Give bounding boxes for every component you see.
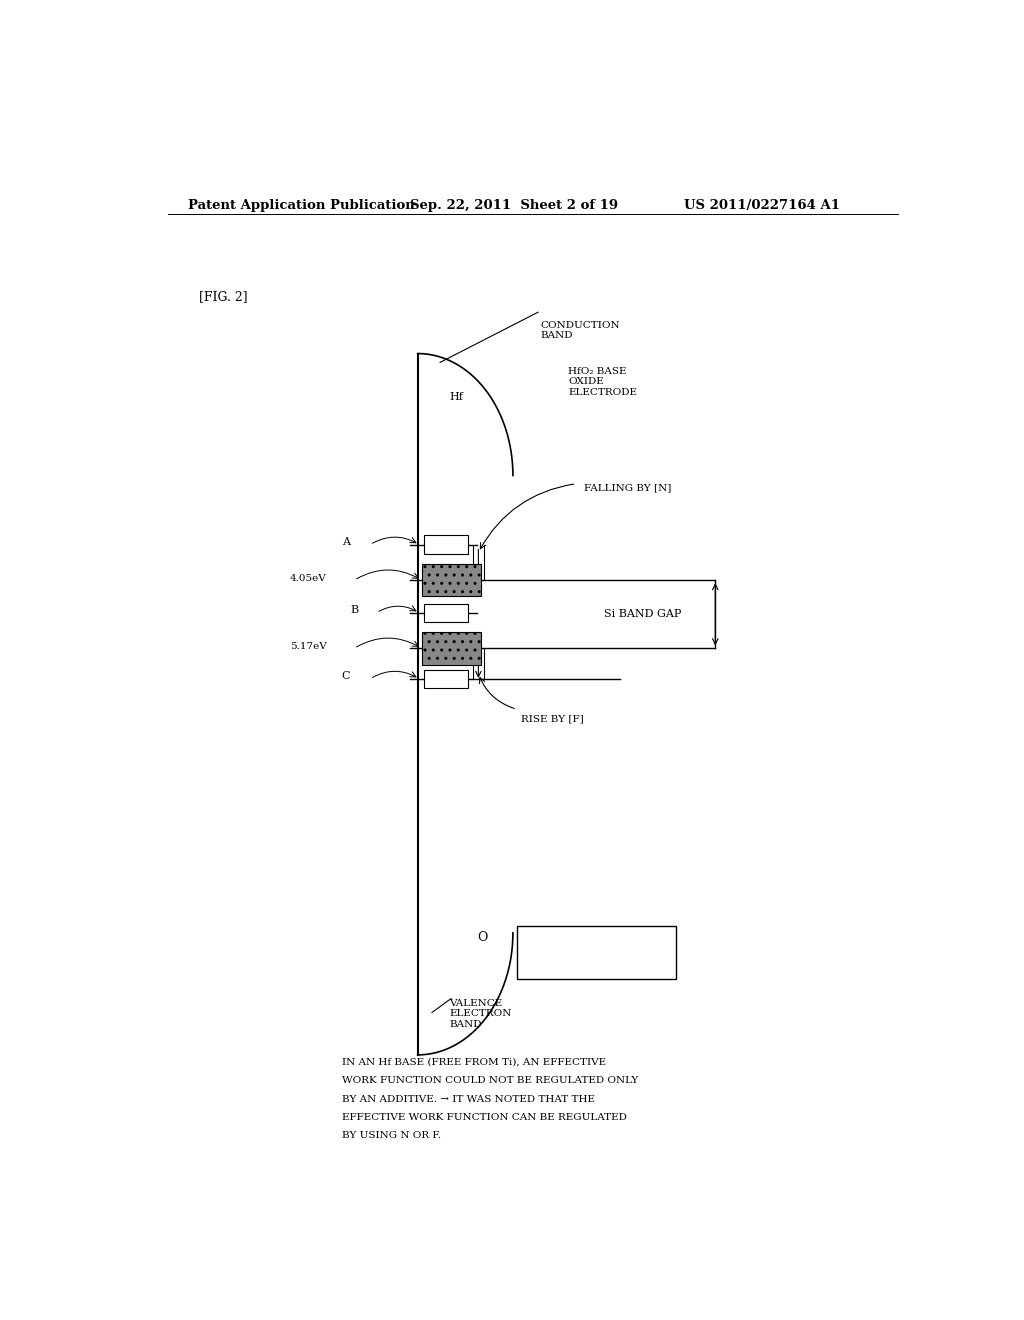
Bar — [424, 603, 468, 622]
Text: Si BAND GAP: Si BAND GAP — [604, 610, 682, 619]
Bar — [422, 564, 481, 597]
Text: WORK FUNCTION COULD NOT BE REGULATED ONLY: WORK FUNCTION COULD NOT BE REGULATED ONL… — [342, 1076, 639, 1085]
Bar — [424, 536, 468, 554]
Text: Patent Application Publication: Patent Application Publication — [187, 199, 415, 213]
Text: Hf: Hf — [450, 392, 463, 403]
Bar — [424, 669, 468, 688]
Text: EFFECTIVE WORK FUNCTION CAN BE REGULATED: EFFECTIVE WORK FUNCTION CAN BE REGULATED — [342, 1113, 627, 1122]
Text: FALLING BY [N]: FALLING BY [N] — [585, 483, 672, 492]
Text: C: C — [342, 671, 350, 681]
Text: A: A — [342, 537, 350, 546]
Bar — [517, 925, 676, 978]
Text: TO MOVE BAND TO
BAND EDGE OF Si: TO MOVE BAND TO BAND EDGE OF Si — [546, 942, 647, 962]
Text: [FIG. 2]: [FIG. 2] — [200, 290, 248, 304]
Text: BY USING N OR F.: BY USING N OR F. — [342, 1131, 441, 1140]
Text: 5.17eV: 5.17eV — [290, 642, 327, 651]
Text: RISE BY [F]: RISE BY [F] — [521, 714, 584, 723]
Text: BY AN ADDITIVE. → IT WAS NOTED THAT THE: BY AN ADDITIVE. → IT WAS NOTED THAT THE — [342, 1094, 595, 1104]
Bar — [422, 632, 481, 664]
Text: IN AN Hf BASE (FREE FROM Ti), AN EFFECTIVE: IN AN Hf BASE (FREE FROM Ti), AN EFFECTI… — [342, 1057, 606, 1067]
Text: US 2011/0227164 A1: US 2011/0227164 A1 — [684, 199, 840, 213]
Text: O: O — [477, 932, 487, 945]
Text: B: B — [350, 605, 358, 615]
Text: VALENCE
ELECTRON
BAND: VALENCE ELECTRON BAND — [450, 999, 512, 1028]
Text: Sep. 22, 2011  Sheet 2 of 19: Sep. 22, 2011 Sheet 2 of 19 — [410, 199, 617, 213]
Text: CONDUCTION
BAND: CONDUCTION BAND — [541, 321, 621, 341]
Text: 4.05eV: 4.05eV — [290, 574, 327, 582]
Text: HfO₂ BASE
OXIDE
ELECTRODE: HfO₂ BASE OXIDE ELECTRODE — [568, 367, 638, 396]
